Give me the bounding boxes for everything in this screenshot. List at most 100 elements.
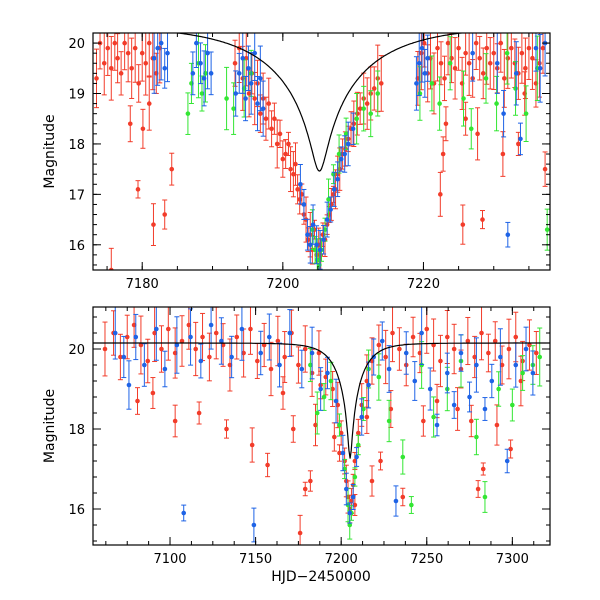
blue-point	[497, 328, 503, 386]
red-point	[438, 41, 444, 86]
blue-point	[505, 221, 511, 248]
red-point	[108, 35, 114, 101]
blue-point	[287, 309, 293, 357]
blue-point	[354, 447, 360, 467]
red-point	[479, 307, 485, 361]
red-point	[371, 66, 377, 111]
red-point	[94, 48, 100, 109]
red-point	[127, 105, 133, 143]
blue-point	[112, 307, 118, 360]
blue-point	[252, 33, 258, 81]
red-point	[466, 33, 472, 96]
red-point	[268, 341, 274, 397]
red-point	[378, 55, 384, 112]
blue-point	[335, 161, 341, 198]
red-point	[227, 338, 233, 392]
red-point	[307, 470, 313, 492]
green-point	[375, 70, 381, 117]
blue-point	[133, 313, 139, 361]
red-point	[282, 331, 288, 383]
red-point	[269, 110, 275, 148]
bottom-panel-frame	[92, 306, 551, 546]
red-point	[442, 55, 448, 102]
green-point	[199, 75, 205, 112]
blue-point	[393, 485, 399, 517]
red-point	[196, 401, 202, 425]
blue-point	[248, 52, 254, 115]
red-point	[505, 33, 511, 89]
red-point	[480, 47, 486, 100]
blue-point	[243, 75, 249, 122]
red-point	[143, 33, 149, 96]
green-point	[483, 53, 489, 104]
blue-point	[444, 352, 450, 394]
top-panel-points	[94, 33, 550, 270]
red-point	[274, 119, 280, 169]
blue-point	[467, 381, 473, 413]
red-point	[331, 422, 337, 452]
blue-point	[530, 350, 536, 396]
x-tick-label: 7200	[266, 277, 299, 292]
red-point	[390, 307, 396, 363]
red-point	[290, 415, 296, 443]
blue-point	[523, 326, 529, 372]
red-point	[277, 119, 283, 149]
green-point	[355, 434, 361, 456]
blue-point	[299, 349, 305, 389]
top-panel-ticks: 7180 7200 7220 16 17 18 19 20	[68, 32, 550, 292]
red-point	[460, 204, 466, 245]
blue-point	[309, 326, 315, 380]
blue-point	[304, 218, 310, 251]
red-point	[440, 136, 446, 172]
blue-point	[266, 313, 272, 361]
red-point	[302, 325, 308, 373]
blue-point	[458, 334, 464, 372]
red-point	[364, 77, 370, 130]
red-point	[383, 329, 389, 385]
blue-point	[473, 337, 479, 393]
red-point	[463, 101, 469, 136]
red-point	[533, 331, 539, 375]
red-point	[477, 35, 483, 81]
red-point	[485, 333, 491, 373]
red-point	[252, 71, 258, 126]
red-point	[150, 203, 156, 247]
red-point	[136, 64, 142, 103]
red-point	[330, 371, 336, 407]
blue-point	[162, 350, 168, 388]
red-point	[522, 37, 528, 100]
red-point	[220, 323, 226, 367]
red-point	[266, 77, 272, 130]
green-point	[537, 327, 543, 387]
red-point	[451, 323, 457, 375]
blue-point	[255, 76, 261, 132]
red-point	[452, 37, 458, 100]
red-point	[526, 33, 532, 80]
red-point	[162, 199, 168, 230]
red-point	[285, 131, 291, 157]
green-point	[314, 391, 320, 435]
red-point	[396, 327, 402, 371]
red-point	[492, 321, 498, 361]
blue-point	[193, 33, 199, 69]
red-point	[465, 316, 471, 366]
red-point	[437, 171, 443, 217]
green-point	[468, 108, 474, 150]
blue-point	[403, 331, 409, 375]
blue-point	[504, 448, 510, 474]
top-panel: 7180 7200 7220 16 17 18 19 20 Magnitude	[42, 32, 551, 292]
green-point	[361, 85, 367, 132]
red-point	[354, 91, 360, 136]
red-point	[117, 333, 123, 381]
blue-point	[155, 33, 161, 86]
red-point	[158, 325, 164, 373]
green-point	[447, 36, 453, 91]
blue-point	[181, 504, 187, 522]
red-point	[410, 316, 416, 358]
x-tick-label: 7100	[153, 552, 186, 567]
red-point	[480, 462, 486, 476]
green-point	[473, 418, 479, 456]
red-point	[247, 307, 253, 355]
x-axis-label: HJD−2450000	[271, 569, 371, 585]
